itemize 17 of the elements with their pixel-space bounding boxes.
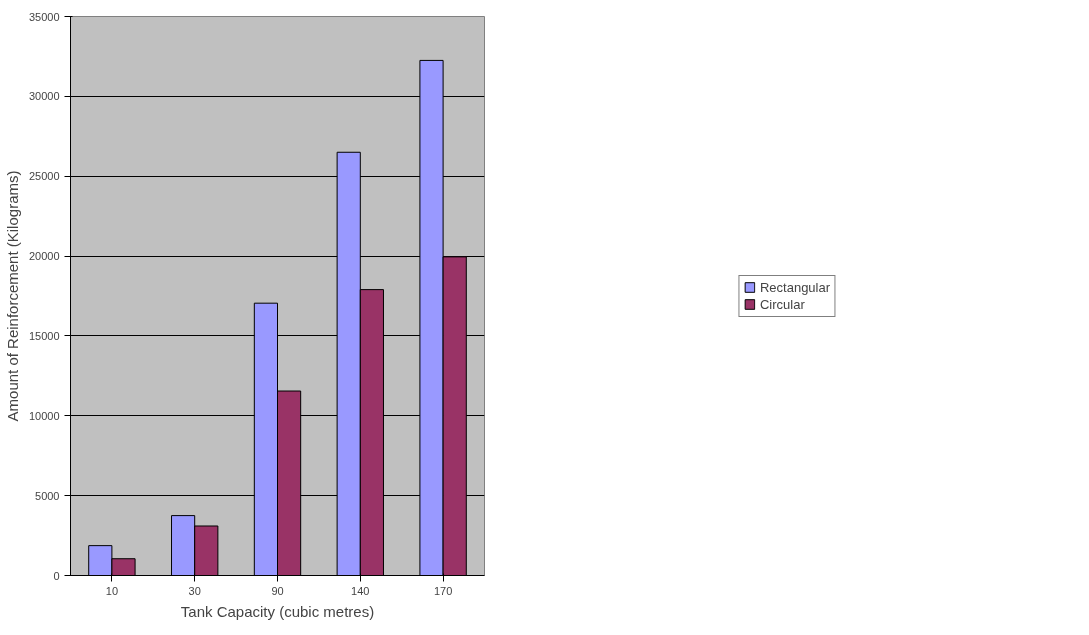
x-tick-label: 10 bbox=[105, 584, 119, 597]
y-tick-label: 0 bbox=[53, 569, 60, 582]
x-tick-label: 140 bbox=[351, 584, 370, 597]
y-tick-label: 35000 bbox=[28, 10, 60, 23]
legend-label: Circular bbox=[759, 296, 805, 312]
y-tick-label: 30000 bbox=[28, 90, 60, 103]
legend-label: Rectangular bbox=[759, 279, 831, 295]
x-axis-title: Tank Capacity (cubic metres) bbox=[180, 602, 375, 620]
y-tick-label: 5000 bbox=[35, 489, 60, 502]
x-tick-label: 90 bbox=[271, 584, 284, 597]
y-tick-label: 10000 bbox=[28, 409, 60, 422]
x-tick-label: 170 bbox=[433, 584, 453, 597]
y-tick-label: 25000 bbox=[28, 170, 60, 183]
y-axis-title: Amount of Reinforcement (Kilograms) bbox=[3, 170, 21, 422]
y-tick-label: 20000 bbox=[28, 250, 60, 263]
y-tick-label: 15000 bbox=[28, 329, 60, 342]
x-tick-label: 30 bbox=[188, 584, 201, 597]
